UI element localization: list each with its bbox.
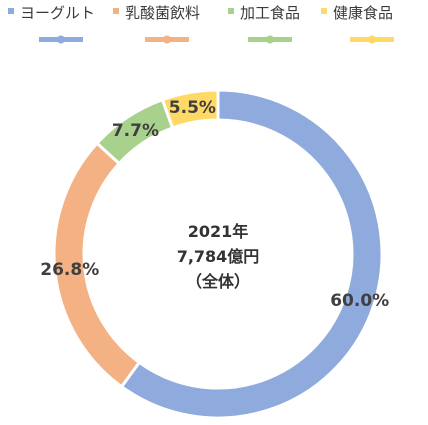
legend-marker-1 <box>163 35 171 44</box>
legend-label-0: ヨーグルト <box>20 4 95 22</box>
data-label-1: 26.8% <box>40 260 99 280</box>
legend-marker-0 <box>57 35 65 44</box>
center-line-scope: （全体） <box>186 272 250 291</box>
legend: ヨーグルト 乳酸菌飲料 加工食品 健康食品 <box>8 4 394 44</box>
legend-swatch-1 <box>113 8 119 14</box>
center-label: 2021年 7,784億円 （全体） <box>177 222 260 291</box>
data-label-3: 5.5% <box>169 98 216 118</box>
legend-swatch-0 <box>8 8 14 14</box>
data-label-0: 60.0% <box>330 291 389 311</box>
center-line-total: 7,784億円 <box>177 247 260 266</box>
legend-label-1: 乳酸菌飲料 <box>125 4 200 22</box>
slice-3 <box>160 88 220 130</box>
legend-swatch-2 <box>228 8 234 14</box>
data-labels: 60.0% 26.8% 7.7% 5.5% <box>40 98 389 311</box>
center-line-year: 2021年 <box>188 222 249 241</box>
donut-slices <box>52 88 384 420</box>
data-label-2: 7.7% <box>112 121 159 141</box>
legend-label-2: 加工食品 <box>240 4 300 22</box>
slice-0 <box>119 88 384 420</box>
legend-label-3: 健康食品 <box>333 4 393 22</box>
legend-marker-3 <box>368 35 376 44</box>
legend-marker-2 <box>266 35 274 44</box>
legend-swatch-3 <box>321 8 327 14</box>
